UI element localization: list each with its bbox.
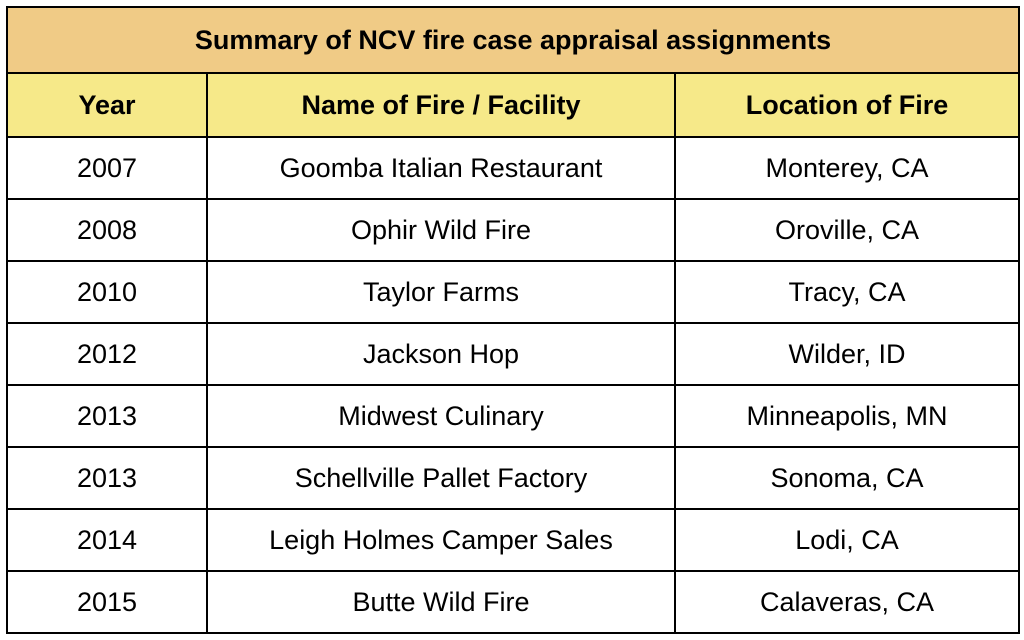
cell-location: Lodi, CA	[675, 509, 1019, 571]
cell-name: Schellville Pallet Factory	[207, 447, 675, 509]
cell-year: 2013	[7, 385, 207, 447]
table-row: 2012 Jackson Hop Wilder, ID	[7, 323, 1019, 385]
cell-name: Leigh Holmes Camper Sales	[207, 509, 675, 571]
cell-location: Sonoma, CA	[675, 447, 1019, 509]
table-row: 2010 Taylor Farms Tracy, CA	[7, 261, 1019, 323]
cell-year: 2013	[7, 447, 207, 509]
cell-location: Tracy, CA	[675, 261, 1019, 323]
cell-name: Jackson Hop	[207, 323, 675, 385]
cell-location: Monterey, CA	[675, 137, 1019, 199]
cell-name: Taylor Farms	[207, 261, 675, 323]
cell-year: 2010	[7, 261, 207, 323]
col-header-year: Year	[7, 73, 207, 137]
cell-name: Ophir Wild Fire	[207, 199, 675, 261]
cell-name: Goomba Italian Restaurant	[207, 137, 675, 199]
table-title: Summary of NCV fire case appraisal assig…	[7, 7, 1019, 73]
table-row: 2007 Goomba Italian Restaurant Monterey,…	[7, 137, 1019, 199]
table-row: 2014 Leigh Holmes Camper Sales Lodi, CA	[7, 509, 1019, 571]
table-row: 2008 Ophir Wild Fire Oroville, CA	[7, 199, 1019, 261]
col-header-name: Name of Fire / Facility	[207, 73, 675, 137]
cell-location: Minneapolis, MN	[675, 385, 1019, 447]
table-title-row: Summary of NCV fire case appraisal assig…	[7, 7, 1019, 73]
cell-location: Wilder, ID	[675, 323, 1019, 385]
table-header-row: Year Name of Fire / Facility Location of…	[7, 73, 1019, 137]
col-header-location: Location of Fire	[675, 73, 1019, 137]
cell-year: 2012	[7, 323, 207, 385]
fire-case-table: Summary of NCV fire case appraisal assig…	[6, 6, 1020, 634]
cell-year: 2008	[7, 199, 207, 261]
cell-location: Oroville, CA	[675, 199, 1019, 261]
table-row: 2013 Midwest Culinary Minneapolis, MN	[7, 385, 1019, 447]
cell-year: 2014	[7, 509, 207, 571]
cell-year: 2007	[7, 137, 207, 199]
table-row: 2013 Schellville Pallet Factory Sonoma, …	[7, 447, 1019, 509]
cell-name: Midwest Culinary	[207, 385, 675, 447]
